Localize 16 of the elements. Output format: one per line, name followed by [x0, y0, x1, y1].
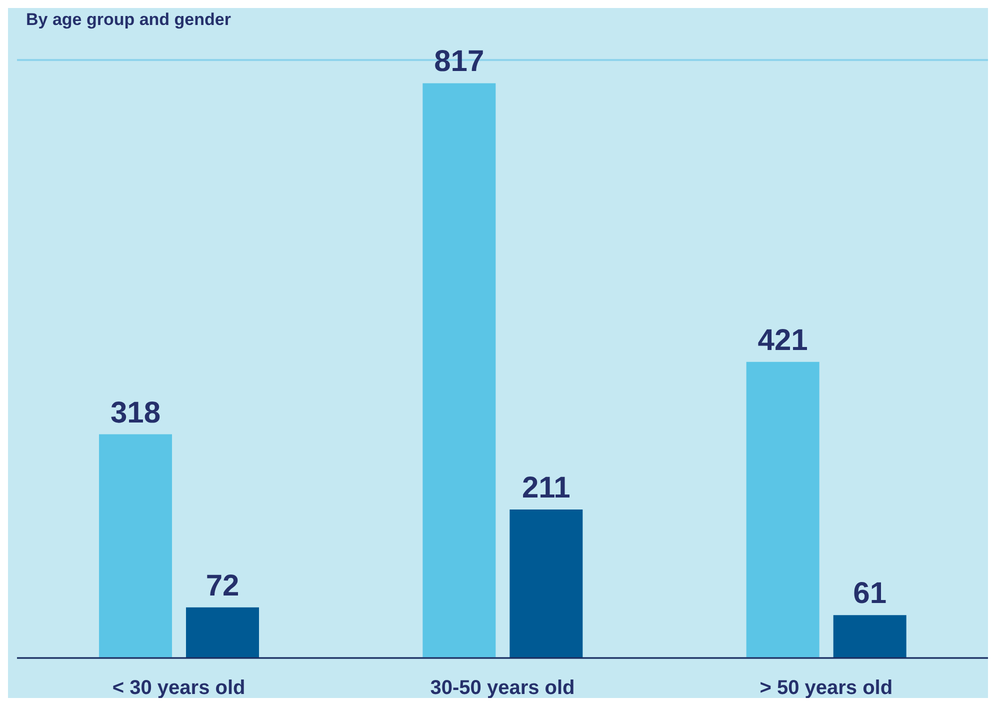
x-tick-label: 30-50 years old [430, 677, 575, 700]
chart-subtitle: By age group and gender [26, 10, 231, 30]
data-label: 421 [758, 324, 808, 357]
bar [186, 607, 259, 658]
bar [422, 83, 496, 658]
data-label: 211 [522, 472, 570, 505]
bar [746, 362, 820, 658]
data-label: 817 [434, 45, 484, 78]
data-label: 72 [206, 569, 240, 602]
bar [833, 615, 906, 658]
x-tick-label: < 30 years old [112, 677, 246, 700]
bar [510, 510, 583, 658]
data-label: 61 [853, 577, 887, 610]
data-label: 318 [110, 396, 161, 430]
bar [99, 434, 172, 658]
x-tick-label: > 50 years old [760, 677, 893, 700]
